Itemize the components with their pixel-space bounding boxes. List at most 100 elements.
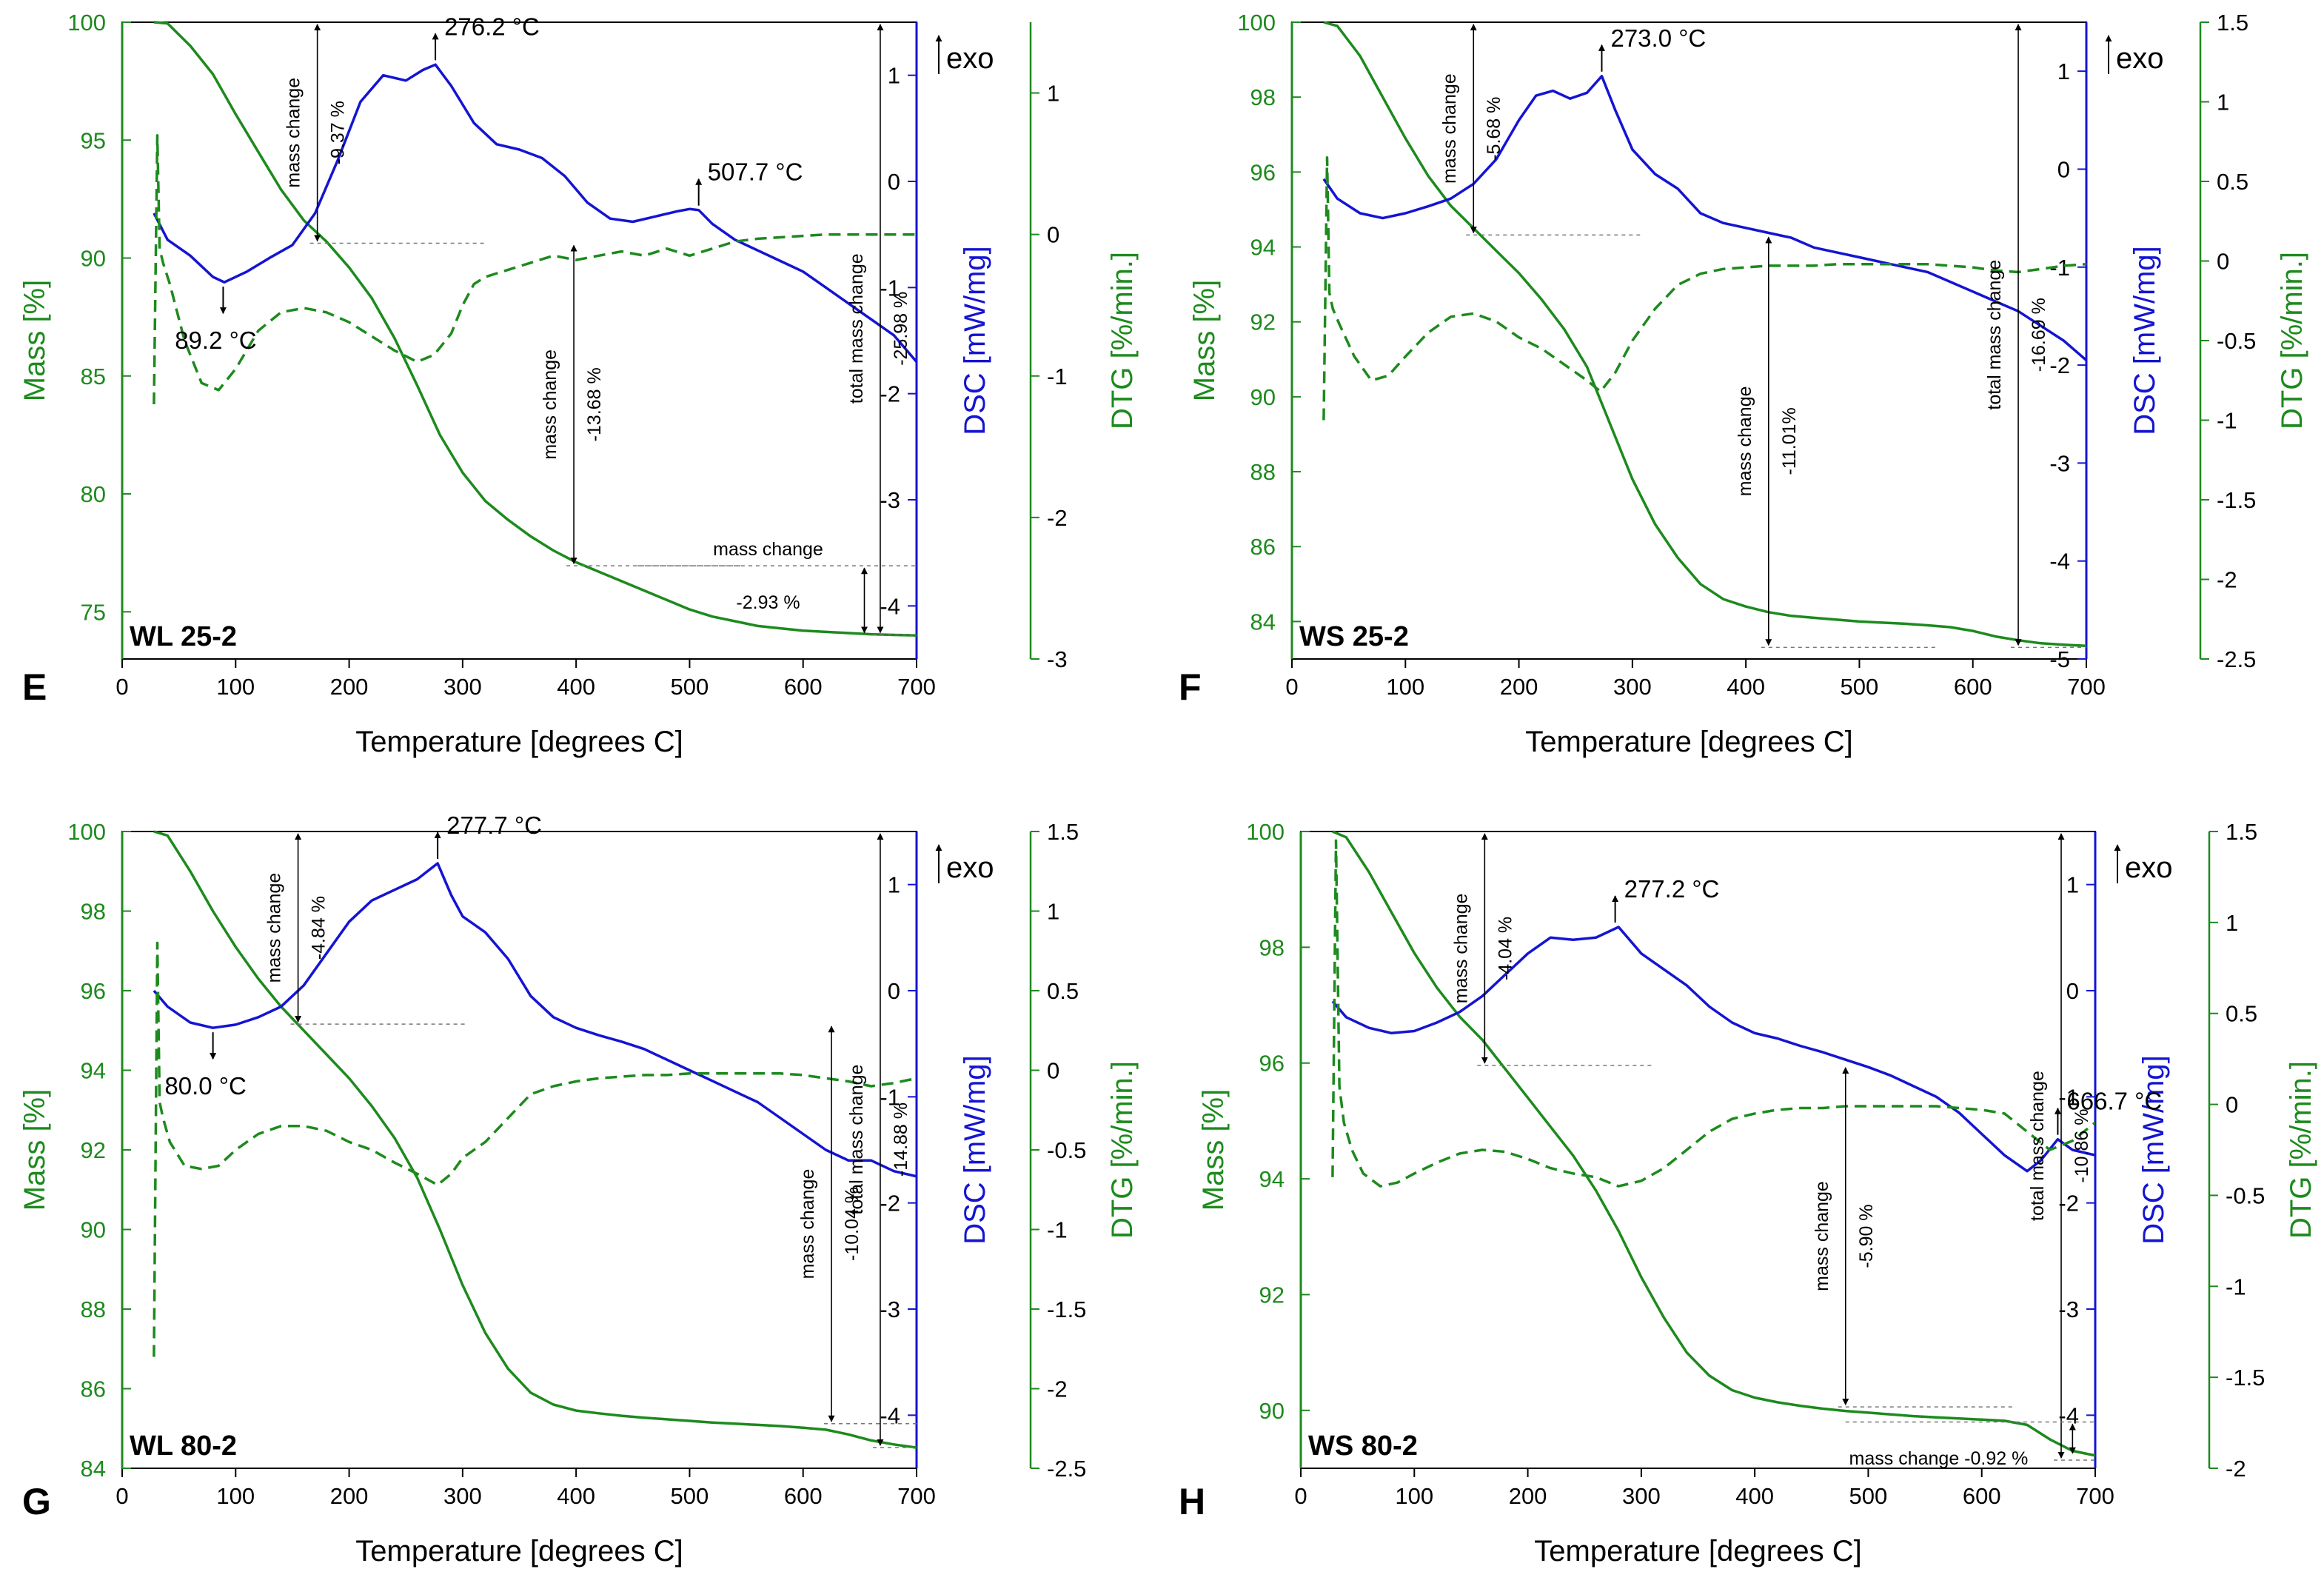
mass-tick-label: 100	[1237, 10, 1276, 36]
exo-label: exo	[946, 42, 994, 75]
x-tick-label: 200	[330, 674, 369, 700]
series-dsc-line	[1331, 926, 2095, 1173]
dsc-tick-label: -4	[880, 593, 900, 619]
dtg-tick-label: -0.5	[2217, 328, 2256, 354]
dtg-axis-label: DTG [%/min.]	[2276, 252, 2308, 429]
x-tick-label: 600	[784, 674, 823, 700]
panel-letter: H	[1179, 1481, 1205, 1522]
dsc-tick-label: 0	[888, 978, 900, 1004]
dsc-tick-label: 1	[2057, 58, 2070, 84]
mass-change-label: total mass change	[846, 1065, 867, 1215]
x-tick-label: 700	[897, 1483, 936, 1509]
x-tick-label: 500	[1849, 1483, 1888, 1509]
peak-label: 273.0 °C	[1610, 24, 1706, 52]
x-tick-label: 300	[443, 674, 482, 700]
mass-tick-label: 98	[1250, 84, 1276, 110]
plot-frame	[121, 831, 917, 1469]
x-tick-label: 500	[1841, 674, 1879, 700]
mass-change-label: total mass change	[2027, 1071, 2048, 1221]
mass-tick-label: 96	[1250, 159, 1276, 185]
mass-change-value: -9.37 %	[328, 101, 349, 164]
dsc-tick-label: -2	[880, 381, 900, 407]
dsc-tick-label: -4	[880, 1402, 900, 1428]
dtg-tick-label: -1	[2217, 408, 2237, 434]
x-tick-label: 300	[1613, 674, 1652, 700]
series-dtg-line	[153, 134, 917, 405]
dtg-tick-label: -1.5	[1047, 1296, 1086, 1322]
mass-tick-label: 85	[81, 364, 106, 389]
mass-change-value: -4.04 %	[1495, 917, 1516, 980]
exo-label: exo	[2116, 42, 2164, 75]
dtg-tick-label: -2.5	[2217, 646, 2256, 672]
dtg-tick-label: -3	[1047, 646, 1068, 672]
plot-frame	[1300, 831, 2096, 1469]
dtg-tick-label: 0	[1047, 1058, 1059, 1084]
mass-change-value: -5.90 %	[1856, 1204, 1877, 1268]
dtg-tick-label: -1	[1047, 364, 1068, 389]
dtg-tick-label: 1.5	[2226, 819, 2257, 845]
panel-letter: F	[1179, 666, 1202, 708]
dtg-tick-label: 0.5	[2217, 169, 2248, 195]
x-tick-label: 200	[1509, 1483, 1547, 1509]
dtg-tick-label: 1	[2217, 90, 2229, 116]
mass-change-value: -10.86 %	[2072, 1108, 2092, 1182]
mass-tick-label: 100	[1246, 819, 1285, 845]
mass-tick-label: 92	[1250, 309, 1276, 335]
x-tick-label: 100	[216, 1483, 255, 1509]
series-mass-line	[1332, 830, 2095, 1457]
mass-tick-label: 94	[1259, 1166, 1285, 1192]
mass-change-label: mass change	[713, 539, 823, 560]
mass-tick-label: 84	[1250, 609, 1276, 635]
x-tick-label: 300	[443, 1483, 482, 1509]
series-dtg-line	[153, 941, 917, 1357]
dsc-tick-label: 1	[888, 63, 900, 89]
x-axis-label: Temperature [degrees C]	[1534, 1535, 1861, 1567]
series-dsc-line	[153, 63, 917, 363]
mass-change-value: -25.98 %	[891, 292, 911, 366]
mass-axis-label: Mass [%]	[1188, 280, 1221, 401]
peak-label: 89.2 °C	[175, 327, 256, 354]
mass-change-label: mass change	[264, 873, 285, 983]
x-tick-label: 700	[2067, 674, 2106, 700]
x-tick-label: 400	[557, 1483, 595, 1509]
mass-change-value: -14.88 %	[891, 1102, 911, 1177]
dsc-axis-label: DSC [mW/mg]	[959, 1055, 991, 1245]
dtg-axis-label: DTG [%/min.]	[1106, 1061, 1139, 1239]
exo-label: exo	[2125, 851, 2173, 884]
dtg-tick-label: -2	[2217, 567, 2237, 593]
mass-tick-label: 86	[1250, 534, 1276, 560]
mass-change-label: mass change	[1450, 894, 1471, 1004]
dtg-tick-label: 0.5	[2226, 1001, 2257, 1027]
x-tick-label: 0	[1294, 1483, 1307, 1509]
dtg-tick-label: 0	[2217, 249, 2229, 275]
mass-change-value: -13.68 %	[584, 367, 605, 441]
dsc-tick-label: 0	[888, 169, 900, 195]
x-tick-label: 0	[115, 1483, 128, 1509]
dsc-tick-label: -3	[880, 487, 900, 513]
mass-tick-label: 96	[1259, 1051, 1285, 1077]
series-dsc-line	[153, 862, 917, 1178]
x-tick-label: 400	[1735, 1483, 1774, 1509]
x-tick-label: 0	[115, 674, 128, 700]
mass-tick-label: 80	[81, 481, 106, 507]
x-tick-label: 600	[784, 1483, 823, 1509]
mass-tick-label: 90	[1250, 384, 1276, 410]
x-tick-label: 100	[216, 674, 255, 700]
mass-tick-label: 100	[67, 819, 106, 845]
dsc-tick-label: 1	[888, 872, 900, 898]
dtg-tick-label: 0	[2226, 1092, 2238, 1118]
mass-axis-label: Mass [%]	[19, 1089, 51, 1211]
dtg-tick-label: -2	[1047, 1376, 1068, 1402]
series-mass-line	[153, 21, 917, 637]
dtg-tick-label: 1	[2226, 910, 2238, 936]
panel-letter: E	[22, 666, 47, 708]
mass-change-label: mass change	[540, 349, 560, 460]
mass-change-value: -11.01%	[1779, 407, 1800, 475]
dtg-axis-label: DTG [%/min.]	[1106, 252, 1139, 429]
dtg-tick-label: -0.5	[1047, 1137, 1086, 1163]
x-tick-label: 600	[1963, 1483, 2001, 1509]
mass-tick-label: 88	[1250, 459, 1276, 485]
